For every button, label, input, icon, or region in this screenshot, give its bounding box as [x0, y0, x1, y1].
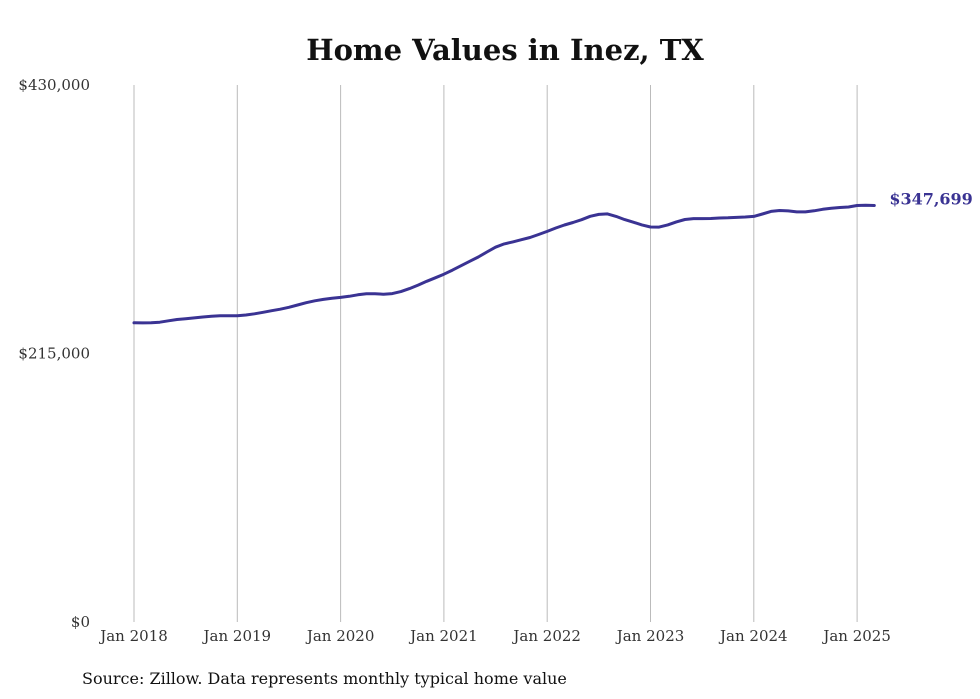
x-tick-label: Jan 2023: [615, 627, 685, 645]
x-axis-ticks: Jan 2018 Jan 2019 Jan 2020 Jan 2021 Jan 2022…: [98, 627, 891, 645]
x-tick-label: Jan 2021: [408, 627, 478, 645]
x-tick-label: Jan 2025: [821, 627, 891, 645]
y-axis-ticks: $0 $215,000 $430,000: [18, 76, 90, 631]
x-tick-label: Jan 2019: [202, 627, 272, 645]
chart-title: Home Values in Inez, TX: [306, 33, 704, 67]
x-tick-label: Jan 2024: [718, 627, 788, 645]
home-value-line: [132, 203, 876, 325]
x-tick-label: Jan 2020: [305, 627, 375, 645]
vertical-gridlines: [133, 85, 858, 622]
end-value-label: $347,699: [889, 190, 973, 209]
y-tick-label: $215,000: [18, 345, 90, 363]
x-tick-label: Jan 2022: [511, 627, 581, 645]
y-tick-label: $430,000: [18, 76, 90, 94]
source-note: Source: Zillow. Data represents monthly …: [82, 669, 567, 688]
x-tick-label: Jan 2018: [98, 627, 168, 645]
y-tick-label: $0: [71, 613, 90, 631]
